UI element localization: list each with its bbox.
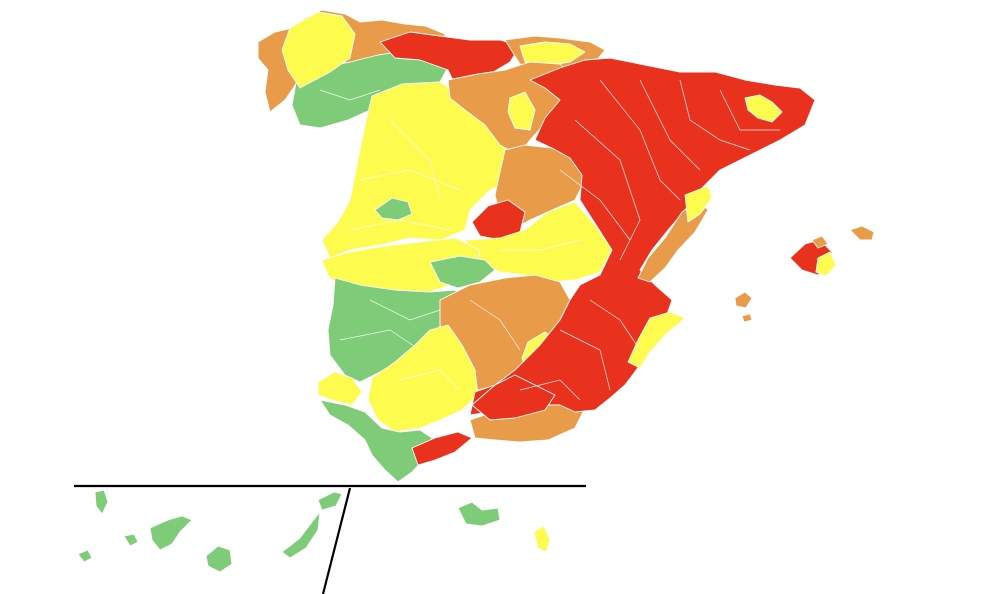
canary-inset-diagonal-line	[321, 487, 352, 594]
region-gran-canaria	[205, 545, 233, 573]
region-formentera	[741, 313, 753, 323]
region-el-hierro	[77, 549, 93, 563]
region-la-palma	[94, 489, 109, 515]
region-fuerteventura-green	[281, 511, 321, 559]
region-east-canary-green	[457, 501, 501, 527]
municipal-borders	[319, 79, 780, 401]
region-aragon-catalonia-valencia-block	[469, 57, 816, 416]
region-green-pocket-extremadura	[429, 255, 496, 289]
region-malaga-strip	[411, 431, 473, 466]
region-north-cantabrian-strip	[379, 31, 521, 86]
region-la-gomera	[123, 533, 139, 547]
region-yellow-pocket-burgos	[507, 91, 536, 131]
region-catalonia-north-pocket	[744, 94, 783, 123]
region-leon-east	[374, 197, 413, 221]
region-toledo-cuenca	[464, 201, 613, 283]
region-huelva-west	[317, 371, 363, 406]
region-alicante-coast	[627, 311, 686, 369]
region-lanzarote	[317, 491, 343, 511]
region-mallorca-north-tip	[811, 235, 829, 249]
region-fuerteventura	[533, 525, 551, 553]
region-asturias-west	[281, 11, 356, 89]
region-ibiza	[734, 291, 753, 309]
region-menorca	[849, 225, 875, 241]
region-madrid-area	[471, 199, 526, 241]
region-mallorca-east	[815, 251, 837, 277]
region-tenerife	[149, 515, 193, 551]
region-valencia-coast	[684, 185, 713, 223]
